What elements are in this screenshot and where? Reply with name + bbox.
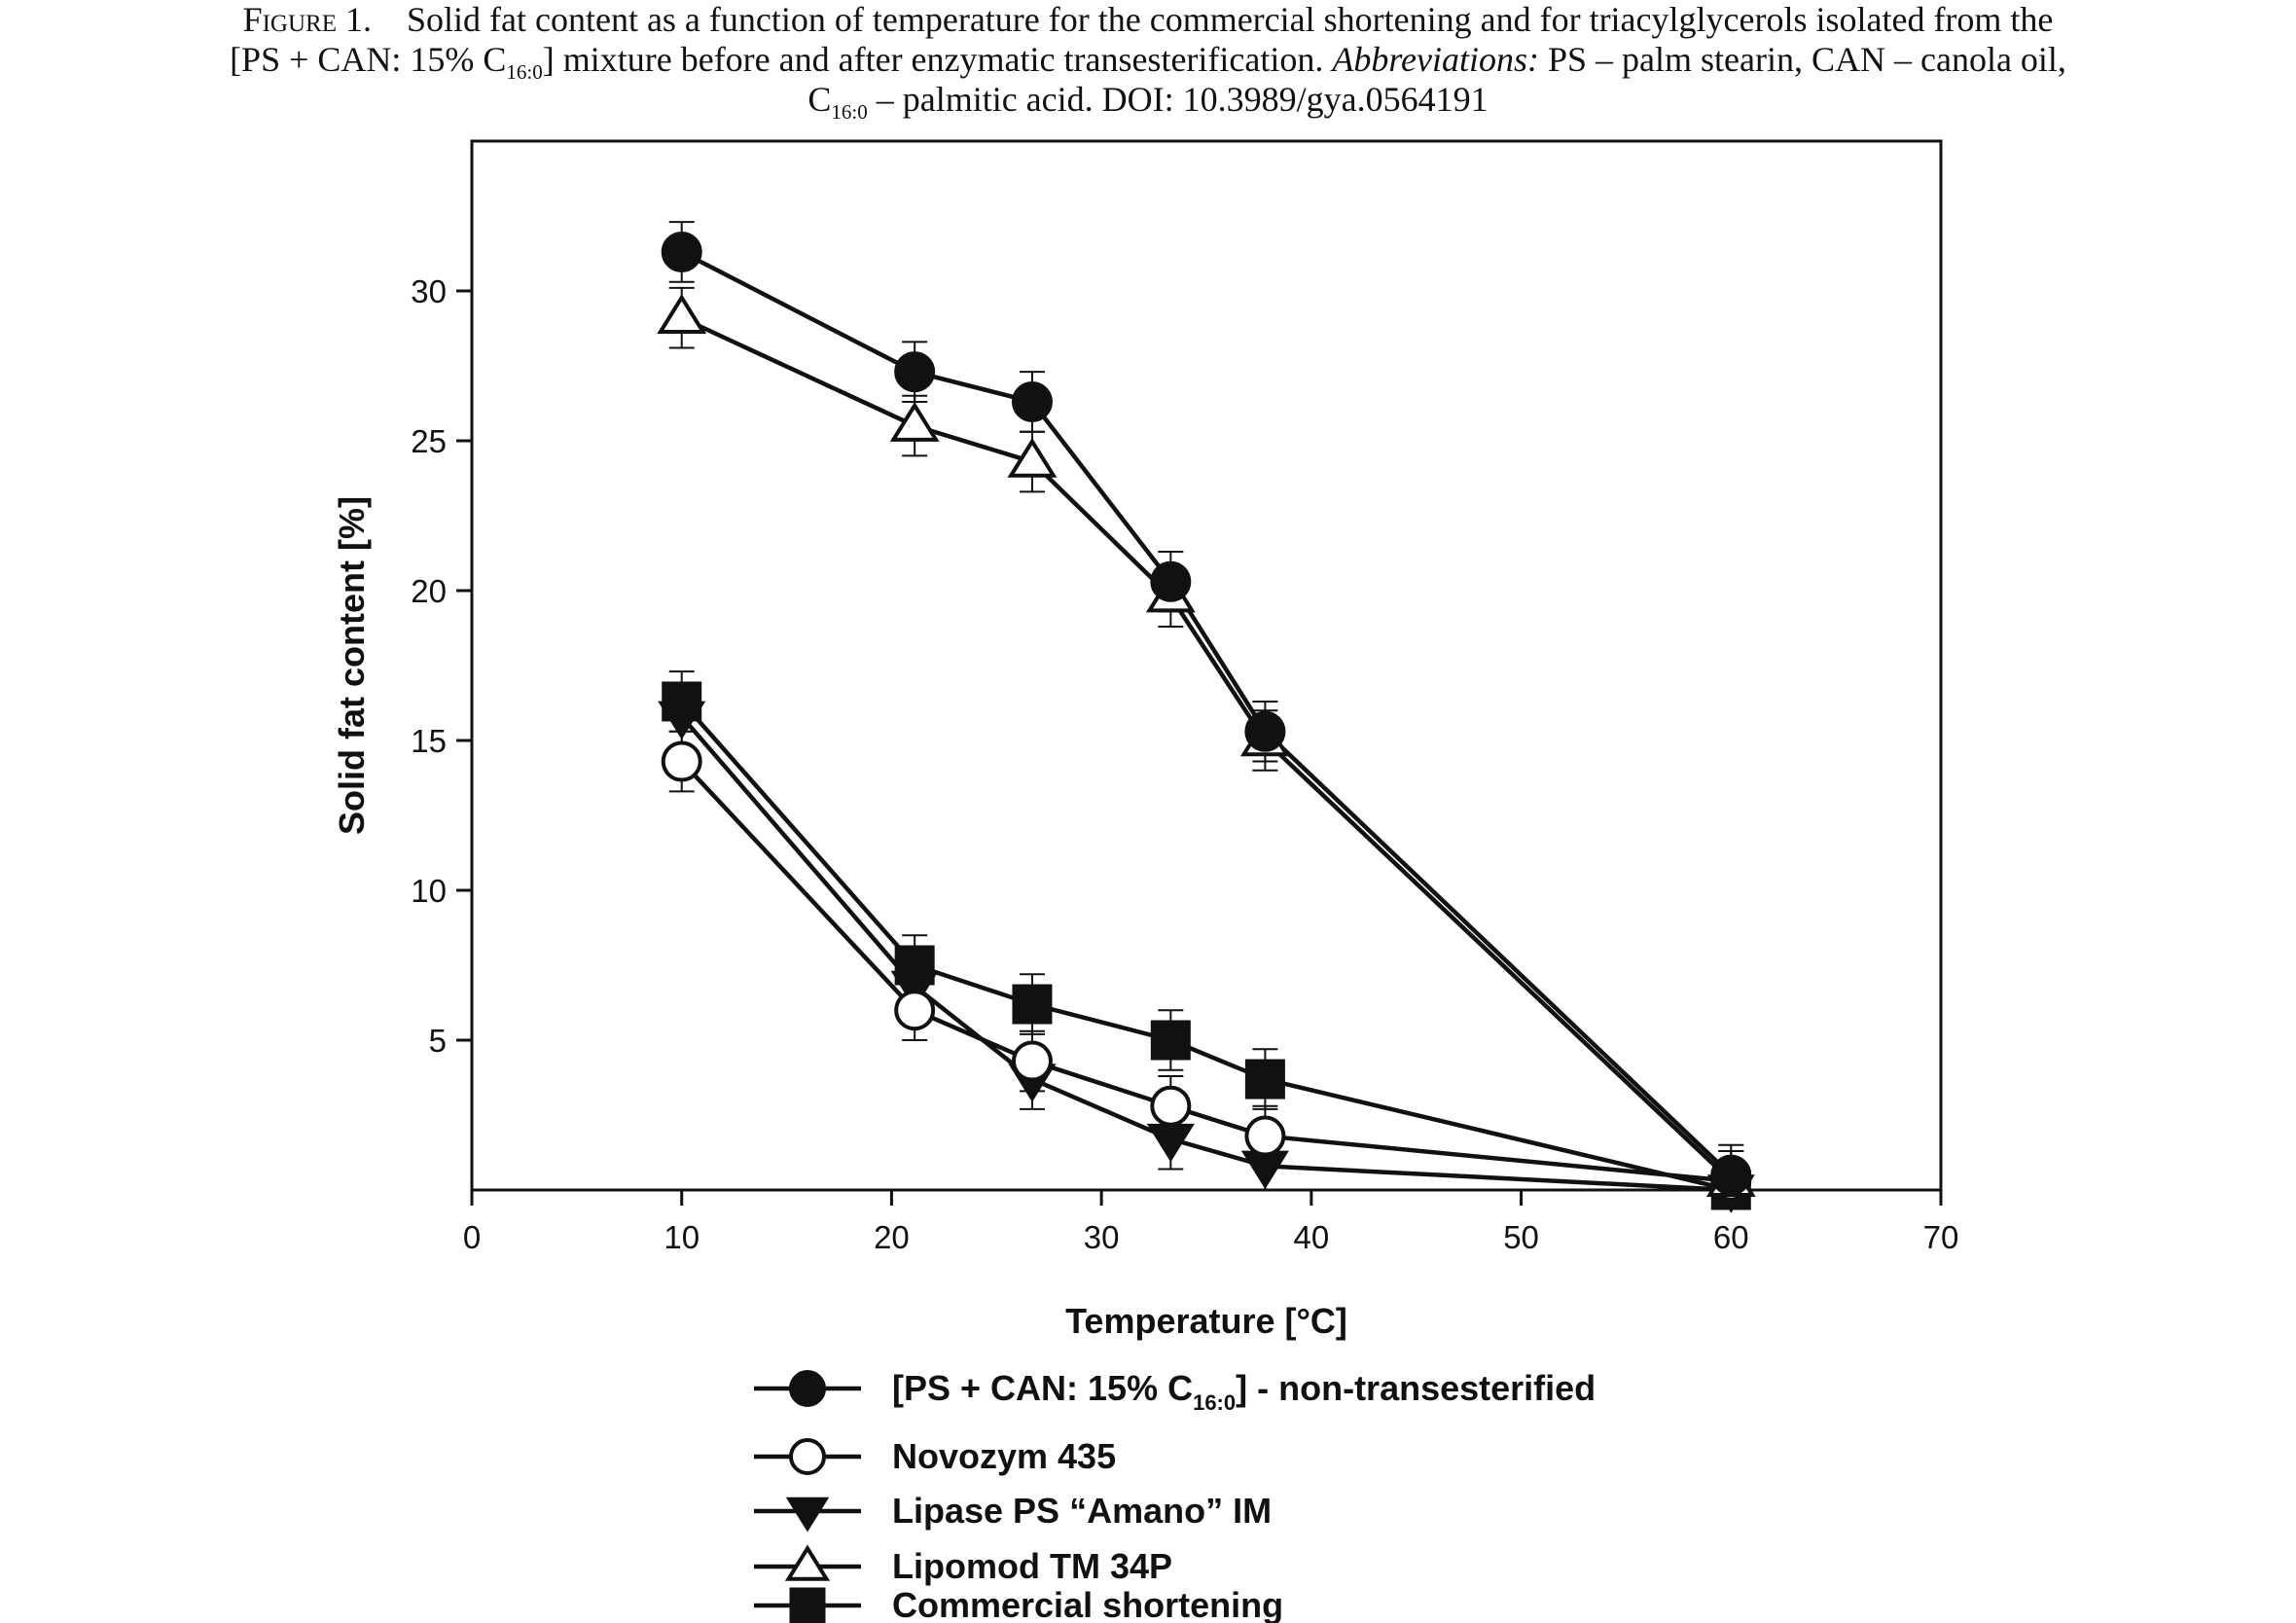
series-5-point	[1150, 1020, 1191, 1061]
x-tick-label: 40	[1293, 1219, 1329, 1255]
series-layer	[657, 221, 1756, 1213]
series-4-point	[657, 294, 707, 334]
caption-text-1: Solid fat content as a function of tempe…	[406, 0, 2054, 39]
series-1-point	[894, 351, 936, 393]
series-1-point	[1150, 560, 1192, 602]
series-5-line	[680, 700, 1732, 1193]
y-tick-label: 20	[411, 573, 447, 609]
caption-sub-3: 16:0	[831, 100, 868, 125]
caption-text-2b: ] mixture before and after enzymatic tra…	[542, 40, 1333, 79]
series-5-point	[1244, 1059, 1285, 1100]
series-4-line	[680, 315, 1733, 1183]
legend-label: Lipomod TM 34P	[892, 1546, 1172, 1586]
caption-text-3a: C	[807, 80, 832, 119]
series-1-point	[1244, 710, 1286, 752]
legend-marker	[789, 1438, 826, 1475]
legend-item: Commercial shortening	[754, 1585, 1283, 1623]
series-2-point	[1244, 1115, 1286, 1157]
series-3-point	[658, 701, 706, 740]
caption-text-2c: PS – palm stearin, CAN – canola oil,	[1539, 40, 2066, 79]
plot-frame	[470, 139, 1943, 1192]
x-tick-label: 10	[664, 1219, 700, 1255]
y-tick-label: 15	[411, 723, 447, 759]
series-markers	[657, 231, 1756, 1213]
legend-marker	[789, 1587, 826, 1623]
caption-abbrev-label: Abbreviations:	[1332, 40, 1539, 79]
legend-label: Novozym 435	[892, 1436, 1116, 1476]
legend-item: [PS + CAN: 15% C16:0] - non-transesterif…	[754, 1368, 1596, 1415]
x-tick-label: 0	[463, 1219, 481, 1255]
series-lines	[680, 249, 1733, 1193]
caption-text-2a: [PS + CAN: 15% C	[230, 40, 507, 79]
series-4-point	[889, 401, 940, 442]
legend-item: Lipomod TM 34P	[754, 1544, 1172, 1586]
series-5-point	[1012, 984, 1053, 1025]
legend: [PS + CAN: 15% C16:0] - non-transesterif…	[754, 1368, 1596, 1623]
series-1-point	[661, 231, 702, 272]
legend-label: Lipase PS “Amano” IM	[892, 1491, 1272, 1531]
series-1-point	[1710, 1154, 1752, 1196]
figure-caption: Figure 1. Solid fat content as a functio…	[0, 0, 2296, 123]
caption-line-2: [PS + CAN: 15% C16:0] mixture before and…	[0, 40, 2296, 83]
series-3-line	[680, 714, 1732, 1193]
legend-item: Lipase PS “Amano” IM	[754, 1491, 1272, 1533]
series-4-point	[1007, 437, 1058, 478]
x-axis: 0 10 20 30 40 50 60 70	[463, 1190, 1959, 1255]
series-3-point	[890, 970, 939, 1010]
y-tick-label: 30	[411, 273, 447, 309]
series-1-point	[1011, 380, 1053, 422]
figure-label: Figure 1.	[242, 0, 372, 39]
x-tick-label: 20	[874, 1219, 910, 1255]
caption-text-3b: – palmitic acid. DOI: 10.3989/gya.056419…	[867, 80, 1489, 119]
error-bars	[668, 221, 1744, 1191]
series-2-point	[1150, 1085, 1192, 1127]
x-tick-label: 50	[1503, 1219, 1539, 1255]
y-tick-label: 5	[429, 1023, 447, 1059]
x-axis-title: Temperature [°C]	[1065, 1301, 1347, 1341]
series-1-line	[680, 249, 1733, 1177]
legend-label: Commercial shortening	[892, 1585, 1283, 1623]
series-3-point	[1240, 1150, 1289, 1190]
x-tick-label: 30	[1084, 1219, 1120, 1255]
series-2-point	[661, 740, 702, 782]
legend-label: [PS + CAN: 15% C16:0] - non-transesterif…	[892, 1368, 1596, 1415]
legend-marker	[785, 1497, 830, 1533]
series-2-point	[894, 990, 936, 1031]
y-tick-label: 10	[411, 873, 447, 909]
caption-line-1: Figure 1. Solid fat content as a functio…	[0, 0, 2296, 40]
x-tick-label: 60	[1713, 1219, 1749, 1255]
caption-line-3: C16:0 – palmitic acid. DOI: 10.3989/gya.…	[0, 80, 2296, 123]
y-tick-label: 25	[411, 423, 447, 459]
x-tick-label: 70	[1923, 1219, 1959, 1255]
legend-marker	[784, 1544, 831, 1581]
y-axis: 5 10 15 20 25 30	[411, 273, 472, 1059]
series-2-line	[680, 760, 1732, 1183]
legend-marker	[789, 1370, 826, 1407]
series-2-point	[1011, 1040, 1053, 1082]
y-axis-title: Solid fat content [%]	[332, 496, 372, 835]
legend-item: Novozym 435	[754, 1436, 1116, 1476]
caption-sub-2: 16:0	[506, 60, 543, 85]
